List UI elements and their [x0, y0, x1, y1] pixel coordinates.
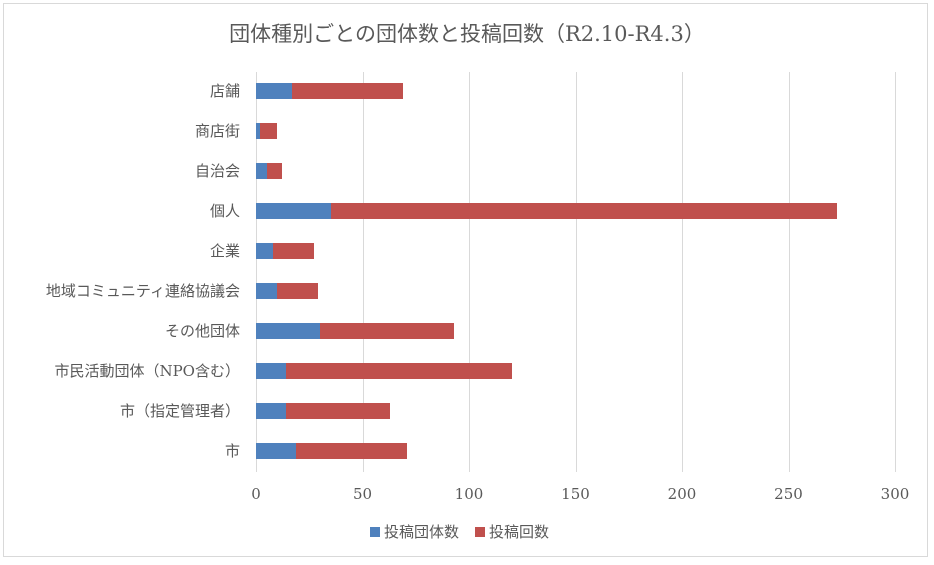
gridline	[575, 72, 577, 472]
bar-segment-groups	[256, 243, 274, 259]
gridline	[469, 72, 470, 472]
bar-segment-groups	[256, 363, 286, 379]
bar-segment-posts	[285, 363, 512, 379]
x-tick-label: 0	[251, 485, 261, 503]
gridline	[788, 72, 790, 472]
bar-segment-groups	[256, 203, 331, 219]
bar-segment-groups	[256, 403, 286, 419]
category-label: 商店街	[194, 122, 240, 140]
bar-segment-posts	[277, 283, 318, 299]
legend-label: 投稿団体数	[384, 523, 460, 541]
chart-frame	[3, 3, 928, 557]
chart-title: 団体種別ごとの団体数と投稿回数（R2.10-R4.3）	[229, 22, 705, 46]
bar-segment-posts	[266, 163, 282, 179]
category-label: 市民活動団体（NPO含む）	[54, 362, 240, 380]
gridline	[895, 72, 896, 472]
bar-segment-posts	[285, 403, 391, 419]
category-label: その他団体	[164, 322, 240, 340]
bar-segment-posts	[330, 203, 838, 219]
bar-segment-groups	[256, 123, 261, 139]
legend: 投稿団体数 投稿回数	[370, 521, 549, 542]
bar-segment-posts	[273, 243, 314, 259]
legend-swatch-red	[475, 526, 486, 537]
gridline	[682, 72, 683, 472]
category-label: 個人	[209, 202, 240, 220]
bar-segment-groups	[256, 283, 278, 299]
legend-label: 投稿回数	[489, 523, 550, 541]
bar-segment-posts	[260, 123, 278, 139]
category-label: 企業	[209, 242, 240, 260]
gridline	[362, 72, 364, 472]
category-label: 自治会	[194, 162, 240, 180]
category-label: 市（指定管理者）	[119, 402, 240, 420]
x-tick-label: 150	[561, 485, 590, 503]
plot-area	[256, 72, 896, 472]
gridline	[256, 72, 257, 472]
category-label: 地域コミュニティ連絡協議会	[45, 282, 240, 300]
legend-item-groups: 投稿団体数	[370, 521, 459, 542]
legend-item-posts: 投稿回数	[475, 521, 549, 542]
bar-segment-groups	[256, 83, 293, 99]
x-tick-label: 100	[454, 485, 484, 503]
bar-segment-groups	[256, 163, 267, 179]
bar-segment-groups	[256, 323, 320, 339]
x-tick-label: 300	[880, 485, 910, 503]
bar-segment-posts	[319, 323, 455, 339]
bar-segment-posts	[292, 83, 403, 99]
x-tick-label: 50	[352, 485, 373, 503]
bar-segment-groups	[256, 443, 297, 459]
category-label: 店舗	[209, 82, 240, 100]
bar-segment-posts	[296, 443, 408, 459]
legend-swatch-blue	[370, 526, 380, 537]
x-tick-label: 200	[667, 485, 697, 503]
category-label: 市	[224, 442, 240, 460]
x-tick-label: 250	[774, 485, 803, 503]
